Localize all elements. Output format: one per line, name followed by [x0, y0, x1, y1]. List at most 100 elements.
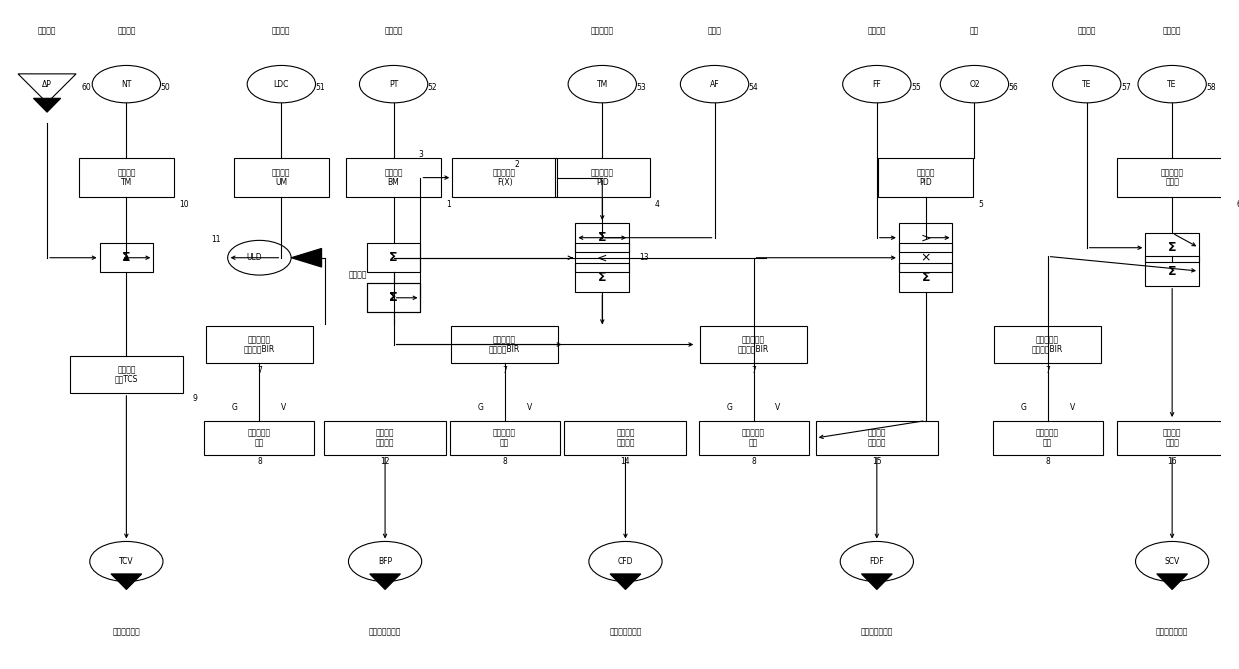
Text: TCV: TCV [119, 557, 134, 566]
Text: 调节器: 调节器 [1165, 438, 1180, 447]
Text: 55: 55 [911, 83, 921, 92]
Bar [1145, 233, 1199, 262]
Text: 模块: 模块 [501, 438, 509, 447]
Text: V: V [527, 403, 532, 412]
Text: 8: 8 [256, 457, 261, 466]
Text: O2: O2 [969, 80, 980, 89]
Text: V: V [281, 403, 286, 412]
Bar [575, 243, 629, 272]
Text: 12: 12 [380, 457, 390, 466]
Text: 13: 13 [639, 254, 648, 262]
Text: 模块: 模块 [1043, 438, 1052, 447]
Text: 51: 51 [316, 83, 325, 92]
Text: 氧量: 氧量 [970, 26, 979, 35]
Bar [575, 263, 629, 292]
Text: G: G [1021, 403, 1026, 412]
Text: 53: 53 [637, 83, 647, 92]
Text: 9: 9 [192, 394, 197, 403]
Text: 6: 6 [1237, 201, 1239, 209]
Text: 锅炉主控: 锅炉主控 [384, 169, 403, 177]
Text: 8: 8 [502, 457, 507, 466]
Text: V: V [776, 403, 781, 412]
Text: 8: 8 [1046, 457, 1049, 466]
Text: 1: 1 [446, 201, 451, 209]
Text: Σ: Σ [598, 231, 607, 244]
Text: 机前压力: 机前压力 [384, 26, 403, 35]
Text: 总燃料量: 总燃料量 [867, 26, 886, 35]
Text: PID: PID [919, 178, 932, 187]
Text: BFP: BFP [378, 557, 392, 566]
Text: 57: 57 [1121, 83, 1131, 92]
Bar [1145, 256, 1199, 286]
Text: BM: BM [388, 178, 399, 187]
Text: 速前馈偶BIR: 速前馈偶BIR [1032, 345, 1063, 354]
Bar [898, 223, 953, 252]
Text: 5: 5 [978, 201, 983, 209]
Text: 54: 54 [748, 83, 758, 92]
Text: 11: 11 [211, 235, 221, 244]
Text: SCV: SCV [1165, 557, 1180, 566]
Polygon shape [1157, 574, 1187, 589]
Text: 3: 3 [418, 151, 422, 159]
Text: F(X): F(X) [497, 178, 513, 187]
Text: 模块: 模块 [255, 438, 264, 447]
Text: 4: 4 [654, 201, 659, 209]
Text: Σ: Σ [598, 271, 607, 284]
Text: 7: 7 [502, 367, 507, 375]
Text: 机组指令: 机组指令 [349, 270, 368, 279]
Text: 锅炉动态加: 锅炉动态加 [1036, 335, 1059, 345]
Text: Σ: Σ [389, 291, 398, 304]
Text: G: G [726, 403, 732, 412]
Text: LDC: LDC [274, 80, 289, 89]
Text: 2: 2 [514, 160, 519, 169]
Polygon shape [861, 574, 892, 589]
Text: 锅炉风量: 锅炉风量 [867, 429, 886, 438]
Text: Σ: Σ [922, 271, 930, 284]
Text: TE: TE [1082, 80, 1092, 89]
Text: 52: 52 [427, 83, 437, 92]
Text: 过热主汽温: 过热主汽温 [1161, 169, 1183, 177]
Text: 速前馈偶BIR: 速前馈偶BIR [244, 345, 275, 354]
Text: Σ: Σ [389, 252, 398, 264]
Text: PT: PT [389, 80, 398, 89]
Text: PID: PID [596, 178, 608, 187]
Text: 15: 15 [872, 457, 882, 466]
Bar [99, 243, 154, 272]
Text: 60: 60 [82, 83, 90, 92]
Polygon shape [112, 574, 141, 589]
Text: 锅炉燃料: 锅炉燃料 [616, 429, 634, 438]
Polygon shape [291, 248, 322, 267]
Text: 调节回路: 调节回路 [867, 438, 886, 447]
Text: ×: × [921, 252, 930, 264]
Text: 调节回路: 调节回路 [375, 438, 394, 447]
Text: 汽机主控: 汽机主控 [118, 169, 135, 177]
Text: UM: UM [275, 178, 287, 187]
Text: 导前汽温: 导前汽温 [1078, 26, 1097, 35]
Bar [898, 263, 953, 292]
Text: >: > [921, 231, 930, 244]
Text: 喂水减温阀指令: 喂水减温阀指令 [1156, 627, 1188, 636]
Text: 中间点温度: 中间点温度 [591, 26, 613, 35]
Text: 锅炉动态加: 锅炉动态加 [248, 335, 271, 345]
Text: 压力偏差: 压力偏差 [38, 26, 56, 35]
Text: 系统TCS: 系统TCS [115, 375, 138, 384]
Text: 总风量: 总风量 [707, 26, 721, 35]
Text: CFD: CFD [618, 557, 633, 566]
Text: 锅炉动态加: 锅炉动态加 [742, 335, 766, 345]
Text: 10: 10 [178, 201, 188, 209]
Text: 机组主控: 机组主控 [273, 169, 291, 177]
Text: 速前馈偶BIR: 速前馈偶BIR [489, 345, 520, 354]
Text: 自适应校正: 自适应校正 [493, 429, 517, 438]
Text: NT: NT [121, 80, 131, 89]
Text: 14: 14 [621, 457, 631, 466]
Text: 调节回路: 调节回路 [616, 438, 634, 447]
Text: 自适应校正: 自适应校正 [742, 429, 766, 438]
Text: 氧量校正: 氧量校正 [917, 169, 935, 177]
Polygon shape [610, 574, 641, 589]
Text: 中间点校正: 中间点校正 [591, 169, 613, 177]
Text: TM: TM [120, 178, 133, 187]
Bar [575, 223, 629, 252]
Text: 50: 50 [161, 83, 170, 92]
Text: 7: 7 [751, 367, 756, 375]
Text: TM: TM [597, 80, 608, 89]
